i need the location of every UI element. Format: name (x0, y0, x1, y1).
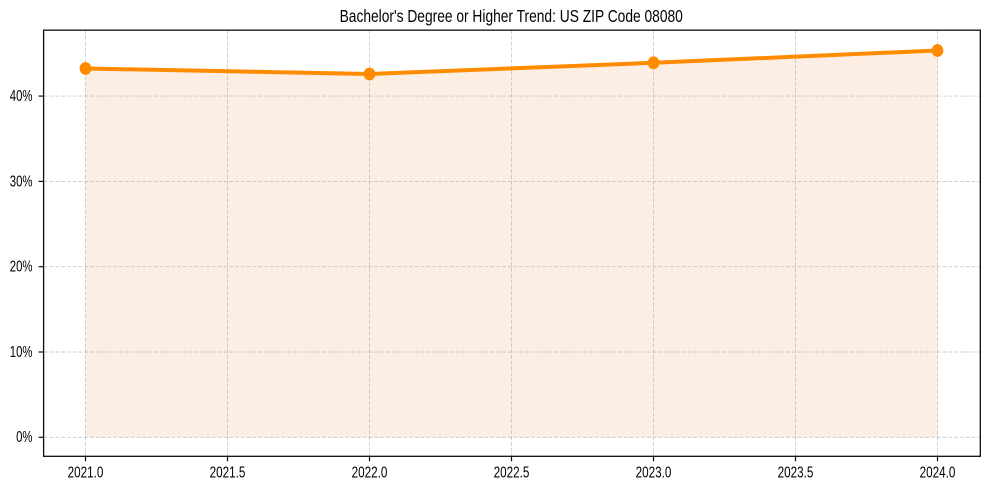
svg-text:2022.0: 2022.0 (352, 462, 388, 480)
svg-text:Bachelor's Degree or Higher Tr: Bachelor's Degree or Higher Trend: US ZI… (340, 7, 683, 26)
svg-text:10%: 10% (10, 342, 33, 360)
svg-text:2023.5: 2023.5 (778, 462, 814, 480)
svg-text:2022.5: 2022.5 (494, 462, 530, 480)
svg-text:40%: 40% (10, 86, 33, 104)
svg-text:2021.5: 2021.5 (210, 462, 246, 480)
svg-text:30%: 30% (10, 171, 33, 189)
svg-text:2023.0: 2023.0 (636, 462, 672, 480)
svg-text:20%: 20% (10, 257, 33, 275)
svg-text:0%: 0% (16, 427, 32, 445)
svg-text:2021.0: 2021.0 (68, 462, 104, 480)
svg-text:2024.0: 2024.0 (920, 462, 956, 480)
